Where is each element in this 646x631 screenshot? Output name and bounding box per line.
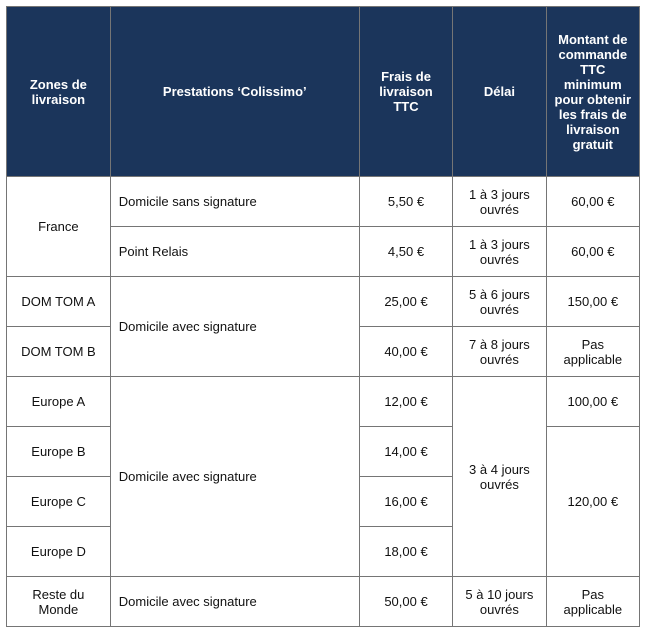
table-header-row: Zones de livraison Prestations ‘Colissim… bbox=[7, 7, 640, 177]
table-row: Europe A Domicile avec signature 12,00 €… bbox=[7, 377, 640, 427]
zone-cell: Reste du Monde bbox=[7, 577, 111, 627]
zone-cell: DOM TOM A bbox=[7, 277, 111, 327]
service-cell: Domicile sans signature bbox=[110, 177, 359, 227]
delay-cell: 3 à 4 jours ouvrés bbox=[453, 377, 546, 577]
col-service: Prestations ‘Colissimo’ bbox=[110, 7, 359, 177]
cost-cell: 4,50 € bbox=[359, 227, 452, 277]
delay-cell: 7 à 8 jours ouvrés bbox=[453, 327, 546, 377]
delay-cell: 5 à 6 jours ouvrés bbox=[453, 277, 546, 327]
cost-cell: 16,00 € bbox=[359, 477, 452, 527]
delay-cell: 5 à 10 jours ouvrés bbox=[453, 577, 546, 627]
col-zone: Zones de livraison bbox=[7, 7, 111, 177]
cost-cell: 14,00 € bbox=[359, 427, 452, 477]
cost-cell: 18,00 € bbox=[359, 527, 452, 577]
cost-cell: 25,00 € bbox=[359, 277, 452, 327]
delay-cell: 1 à 3 jours ouvrés bbox=[453, 227, 546, 277]
min-cell: 120,00 € bbox=[546, 427, 639, 577]
cost-cell: 12,00 € bbox=[359, 377, 452, 427]
col-delay: Délai bbox=[453, 7, 546, 177]
table-row: DOM TOM A Domicile avec signature 25,00 … bbox=[7, 277, 640, 327]
cost-cell: 50,00 € bbox=[359, 577, 452, 627]
zone-cell: Europe D bbox=[7, 527, 111, 577]
col-min: Montant de commande TTC minimum pour obt… bbox=[546, 7, 639, 177]
min-cell: 100,00 € bbox=[546, 377, 639, 427]
service-cell: Domicile avec signature bbox=[110, 377, 359, 577]
min-cell: Pas applicable bbox=[546, 577, 639, 627]
table-row: Reste du Monde Domicile avec signature 5… bbox=[7, 577, 640, 627]
cost-cell: 5,50 € bbox=[359, 177, 452, 227]
min-cell: 60,00 € bbox=[546, 177, 639, 227]
min-cell: 60,00 € bbox=[546, 227, 639, 277]
min-cell: Pas applicable bbox=[546, 327, 639, 377]
service-cell: Point Relais bbox=[110, 227, 359, 277]
zone-cell: Europe A bbox=[7, 377, 111, 427]
col-cost: Frais de livraison TTC bbox=[359, 7, 452, 177]
delay-cell: 1 à 3 jours ouvrés bbox=[453, 177, 546, 227]
cost-cell: 40,00 € bbox=[359, 327, 452, 377]
zone-cell: France bbox=[7, 177, 111, 277]
zone-cell: Europe C bbox=[7, 477, 111, 527]
service-cell: Domicile avec signature bbox=[110, 577, 359, 627]
min-cell: 150,00 € bbox=[546, 277, 639, 327]
zone-cell: Europe B bbox=[7, 427, 111, 477]
zone-cell: DOM TOM B bbox=[7, 327, 111, 377]
service-cell: Domicile avec signature bbox=[110, 277, 359, 377]
table-row: France Domicile sans signature 5,50 € 1 … bbox=[7, 177, 640, 227]
shipping-table: Zones de livraison Prestations ‘Colissim… bbox=[6, 6, 640, 627]
